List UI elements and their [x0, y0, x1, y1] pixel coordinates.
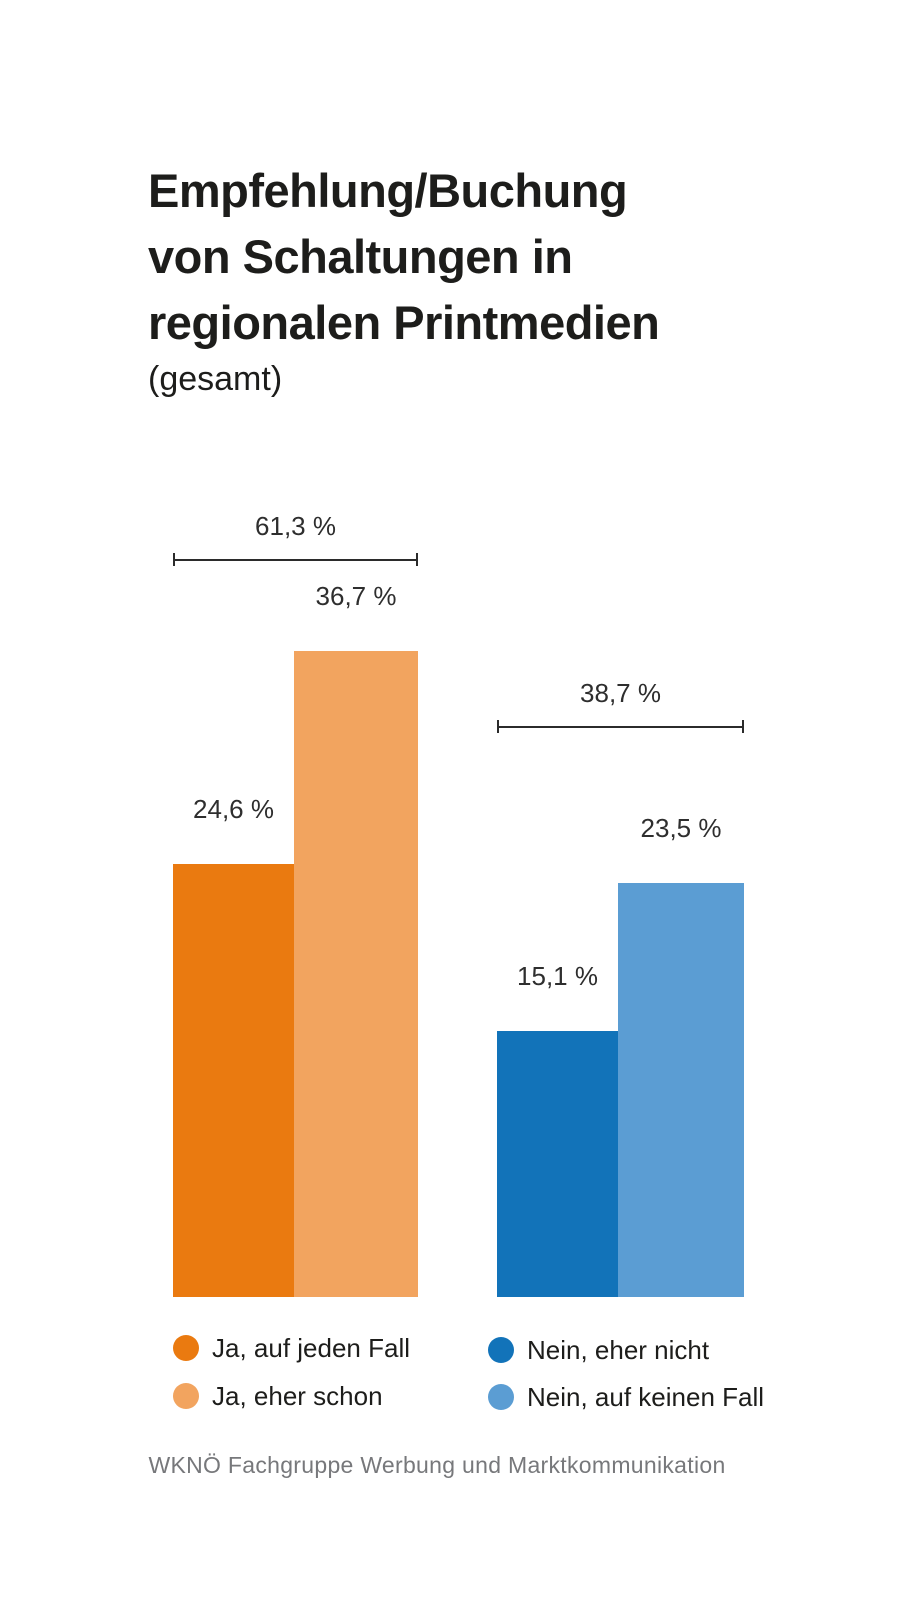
- page-subtitle: (gesamt): [148, 360, 283, 398]
- legend-dot-ja-auf-jeden-fall: [173, 1335, 199, 1361]
- title-block: Empfehlung/Buchung von Schaltungen in re…: [148, 158, 808, 402]
- group-total-label-nein: 38,7 %: [580, 678, 661, 708]
- bracket-line: [173, 559, 418, 561]
- bar-value-ja-auf-jeden-fall: 24,6 %: [193, 794, 274, 825]
- bracket-line: [497, 726, 744, 728]
- bar-value-nein-eher-nicht: 15,1 %: [517, 961, 598, 992]
- legend-label: Ja, auf jeden Fall: [212, 1333, 411, 1363]
- footer-source-text: WKNÖ Fachgruppe Werbung und Marktkommuni…: [148, 1452, 726, 1478]
- page-title-line-1: Empfehlung/Buchung: [148, 164, 628, 217]
- page-title-line-3: regionalen Printmedien: [148, 296, 660, 349]
- bracket-tick-right: [742, 720, 744, 733]
- legend-item-ja-eher-schon: Ja, eher schon: [173, 1381, 383, 1411]
- bar-ja-eher-schon: [294, 651, 418, 1297]
- legend-item-ja-auf-jeden-fall: Ja, auf jeden Fall: [173, 1333, 410, 1363]
- group-total-label-ja: 61,3 %: [255, 511, 336, 541]
- legend-label: Ja, eher schon: [212, 1381, 383, 1411]
- bar-value-ja-eher-schon: 36,7 %: [315, 581, 397, 612]
- legend-label: Nein, eher nicht: [527, 1335, 710, 1365]
- page-title-line-2: von Schaltungen in: [148, 230, 573, 283]
- bar-ja-auf-jeden-fall: [173, 864, 294, 1297]
- group-bracket-ja: [173, 553, 418, 566]
- legend-item-nein-eher-nicht: Nein, eher nicht: [488, 1335, 709, 1365]
- bar-nein-eher-nicht: [497, 1031, 618, 1297]
- legend-dot-nein-auf-keinen-fall: [488, 1384, 514, 1410]
- bar-nein-auf-keinen-fall: [618, 883, 744, 1297]
- legend-dot-ja-eher-schon: [173, 1383, 199, 1409]
- legend-label: Nein, auf keinen Fall: [527, 1382, 765, 1412]
- legend-item-nein-auf-keinen-fall: Nein, auf keinen Fall: [488, 1382, 764, 1412]
- bracket-tick-right: [416, 553, 418, 566]
- group-bracket-nein: [497, 720, 744, 733]
- page-title: Empfehlung/Buchung von Schaltungen in re…: [148, 158, 808, 356]
- bar-value-nein-auf-keinen-fall: 23,5 %: [640, 813, 722, 844]
- legend-dot-nein-eher-nicht: [488, 1337, 514, 1363]
